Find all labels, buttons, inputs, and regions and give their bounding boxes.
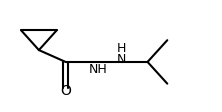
Text: O: O bbox=[60, 84, 71, 98]
Text: H: H bbox=[117, 42, 127, 55]
Text: N: N bbox=[117, 53, 127, 66]
Text: NH: NH bbox=[89, 63, 107, 76]
